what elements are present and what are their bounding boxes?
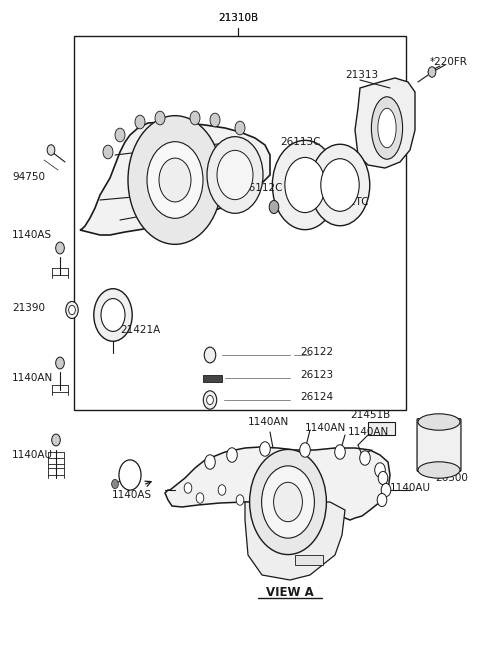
Circle shape bbox=[204, 347, 216, 363]
Circle shape bbox=[69, 306, 75, 315]
Text: 1140AN: 1140AN bbox=[12, 373, 53, 383]
Bar bbox=[203, 375, 222, 382]
Circle shape bbox=[147, 142, 203, 218]
Circle shape bbox=[210, 113, 220, 127]
Circle shape bbox=[207, 137, 263, 214]
Circle shape bbox=[274, 482, 302, 522]
Circle shape bbox=[300, 443, 310, 457]
Circle shape bbox=[217, 150, 253, 200]
Circle shape bbox=[101, 298, 125, 331]
Circle shape bbox=[115, 128, 125, 142]
Bar bbox=[295, 555, 323, 565]
Polygon shape bbox=[165, 447, 390, 520]
Text: 1140AU: 1140AU bbox=[12, 450, 53, 460]
Text: 26123: 26123 bbox=[300, 370, 333, 380]
Ellipse shape bbox=[418, 462, 460, 478]
Polygon shape bbox=[245, 502, 345, 580]
Circle shape bbox=[377, 493, 387, 507]
Text: 1140AU: 1140AU bbox=[390, 483, 431, 493]
Text: 21310B: 21310B bbox=[218, 13, 258, 23]
Circle shape bbox=[428, 67, 436, 78]
Circle shape bbox=[56, 357, 64, 369]
Bar bbox=[74, 36, 406, 410]
Circle shape bbox=[128, 116, 222, 244]
Ellipse shape bbox=[372, 97, 403, 159]
Text: 26300: 26300 bbox=[435, 473, 468, 483]
Text: 1140AN: 1140AN bbox=[248, 417, 289, 427]
Text: 94750: 94750 bbox=[12, 172, 45, 182]
Circle shape bbox=[360, 451, 370, 465]
Ellipse shape bbox=[378, 108, 396, 148]
Circle shape bbox=[112, 480, 119, 489]
FancyBboxPatch shape bbox=[417, 419, 461, 471]
Circle shape bbox=[235, 121, 245, 135]
Circle shape bbox=[204, 455, 215, 469]
Circle shape bbox=[56, 242, 64, 254]
Text: 1140AS: 1140AS bbox=[112, 490, 152, 500]
Ellipse shape bbox=[418, 414, 460, 430]
Circle shape bbox=[250, 449, 326, 555]
Circle shape bbox=[375, 463, 385, 477]
Circle shape bbox=[47, 145, 55, 155]
Text: 21310B: 21310B bbox=[218, 13, 258, 23]
Text: 26113C: 26113C bbox=[280, 137, 321, 147]
Circle shape bbox=[159, 158, 191, 202]
Circle shape bbox=[285, 158, 325, 213]
Circle shape bbox=[196, 493, 204, 503]
Text: 21390: 21390 bbox=[12, 303, 45, 313]
Text: 21451B: 21451B bbox=[350, 410, 390, 420]
Circle shape bbox=[94, 288, 132, 341]
Text: 1140AN: 1140AN bbox=[305, 423, 346, 433]
Text: 21313: 21313 bbox=[345, 70, 378, 80]
Circle shape bbox=[155, 111, 165, 125]
Text: 21421A: 21421A bbox=[120, 325, 160, 335]
Text: 26122: 26122 bbox=[300, 347, 333, 357]
Circle shape bbox=[184, 483, 192, 493]
Text: 1571TC: 1571TC bbox=[330, 197, 370, 207]
Circle shape bbox=[310, 145, 370, 226]
Circle shape bbox=[335, 445, 345, 459]
Text: A: A bbox=[126, 470, 134, 480]
Polygon shape bbox=[80, 122, 270, 235]
Text: 26124: 26124 bbox=[300, 392, 333, 402]
Circle shape bbox=[218, 485, 226, 495]
Text: VIEW A: VIEW A bbox=[266, 585, 314, 599]
Circle shape bbox=[236, 495, 244, 505]
Circle shape bbox=[135, 115, 145, 129]
Circle shape bbox=[103, 145, 113, 159]
Circle shape bbox=[269, 200, 279, 214]
Circle shape bbox=[272, 141, 337, 230]
Circle shape bbox=[378, 472, 388, 485]
Text: *220FR: *220FR bbox=[430, 57, 468, 67]
Polygon shape bbox=[355, 78, 415, 168]
Circle shape bbox=[204, 391, 217, 409]
Circle shape bbox=[52, 434, 60, 446]
Circle shape bbox=[321, 159, 359, 212]
Circle shape bbox=[381, 484, 391, 497]
Circle shape bbox=[206, 396, 213, 405]
Circle shape bbox=[190, 111, 200, 125]
Circle shape bbox=[227, 448, 237, 463]
Circle shape bbox=[66, 302, 78, 319]
Text: 1140AN: 1140AN bbox=[348, 427, 389, 437]
Text: 1140AS: 1140AS bbox=[12, 230, 52, 240]
Circle shape bbox=[260, 442, 270, 456]
Bar bbox=[368, 422, 395, 435]
Text: 26112C: 26112C bbox=[242, 183, 283, 193]
Circle shape bbox=[262, 466, 314, 538]
Circle shape bbox=[119, 460, 141, 490]
